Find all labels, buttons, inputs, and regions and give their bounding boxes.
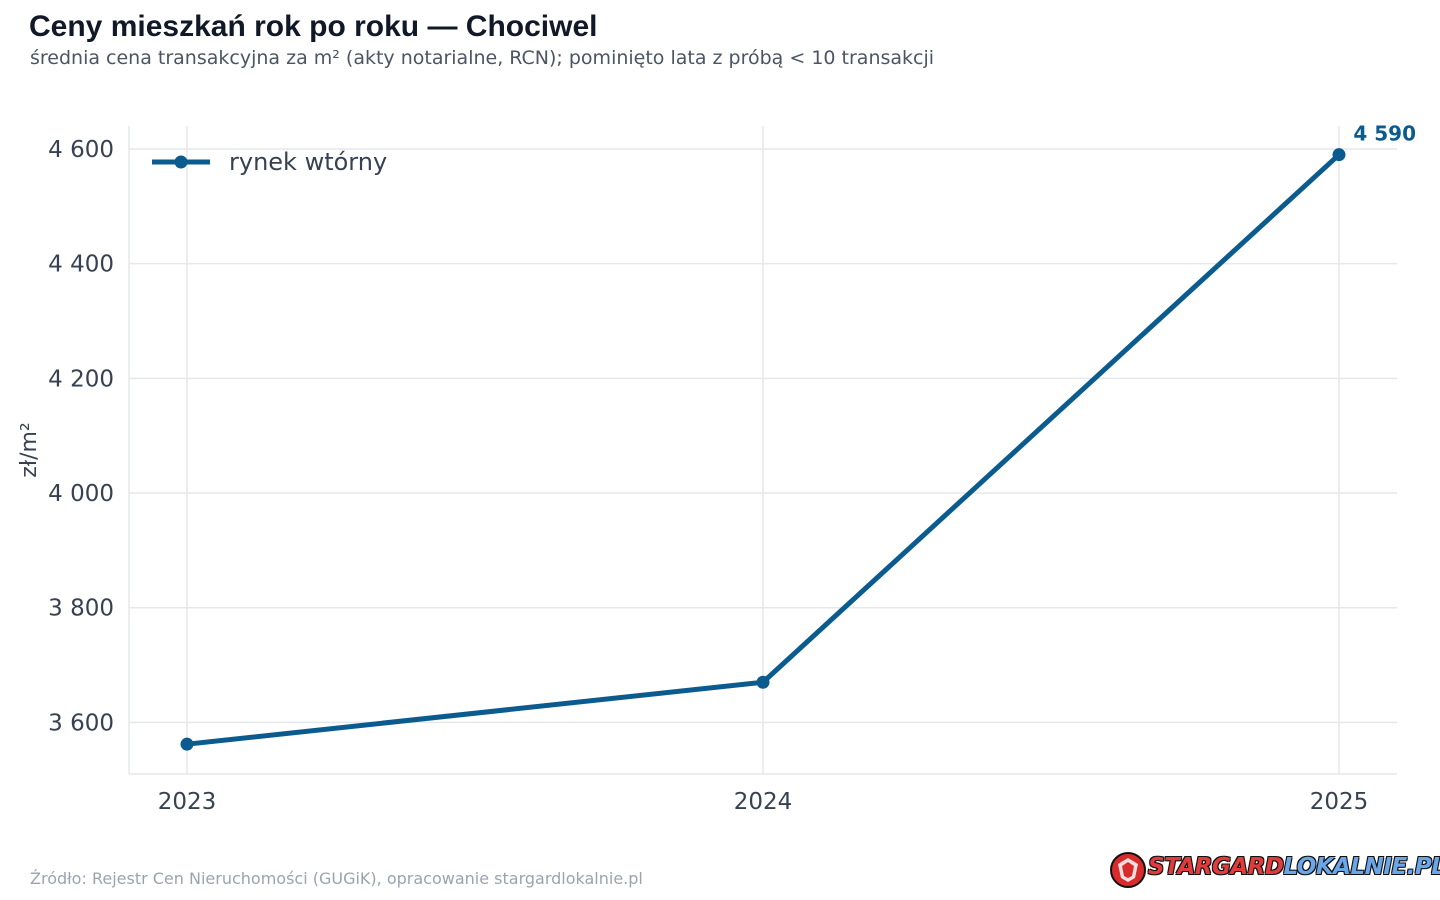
data-point [756, 675, 770, 689]
chart-subtitle: średnia cena transakcyjna za m² (akty no… [30, 47, 935, 69]
grid [129, 126, 1397, 774]
data-point [1332, 148, 1346, 162]
x-tick-labels: 2023 2024 2025 [158, 789, 1369, 815]
y-tick-label: 4 200 [48, 366, 114, 392]
legend-marker [174, 155, 188, 169]
chart-title: Ceny mieszkań rok po roku — Chociwel [29, 10, 598, 43]
legend: rynek wtórny [152, 148, 387, 176]
end-value-label: 4 590 [1353, 122, 1416, 146]
y-tick-labels: 3 600 3 800 4 000 4 200 4 400 4 600 [48, 137, 114, 736]
y-tick-label: 4 600 [48, 137, 114, 163]
logo-text-part1: STARGARD [1148, 854, 1284, 880]
x-tick-label: 2023 [158, 789, 217, 815]
y-tick-label: 3 600 [48, 710, 114, 736]
y-tick-label: 3 800 [48, 596, 114, 622]
x-tick-label: 2024 [734, 789, 793, 815]
data-point [180, 737, 194, 751]
series-layer [180, 148, 1346, 751]
logo-text-part2: LOKALNIE.PL [1283, 854, 1440, 880]
logo-emblem-icon [1110, 852, 1146, 888]
x-tick-label: 2025 [1310, 789, 1369, 815]
brand-logo: STARGARDLOKALNIE.PL [1108, 849, 1440, 891]
y-axis-label: zł/m² [17, 422, 42, 477]
source-note: Źródło: Rejestr Cen Nieruchomości (GUGiK… [30, 869, 643, 888]
y-tick-label: 4 000 [48, 481, 114, 507]
legend-label: rynek wtórny [229, 148, 387, 176]
y-tick-label: 4 400 [48, 252, 114, 278]
logo-text: STARGARDLOKALNIE.PL [1148, 854, 1440, 880]
